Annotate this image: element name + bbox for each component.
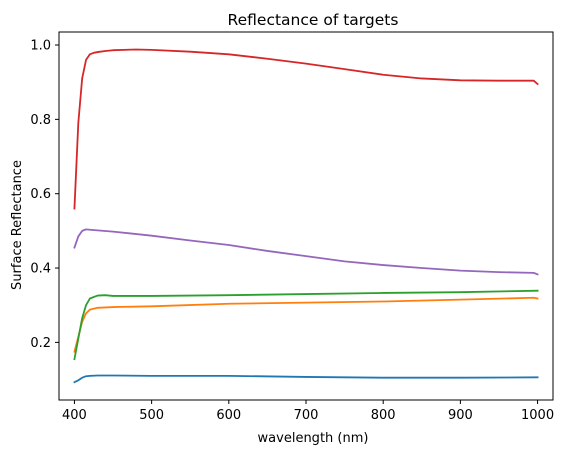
series-line-target-4 — [73, 48, 539, 210]
series-line-target-1 — [73, 374, 539, 384]
y-tick-label: 1.0 — [30, 39, 51, 54]
plot-lines — [73, 48, 539, 384]
y-axis-label: Surface Reflectance — [10, 160, 25, 290]
y-tick-label: 0.2 — [30, 336, 51, 351]
series-line-target-2 — [73, 296, 539, 353]
x-tick-label: 700 — [294, 408, 319, 423]
chart-title: Reflectance of targets — [228, 11, 399, 29]
x-axis-label: wavelength (nm) — [258, 431, 369, 446]
x-tick-label: 800 — [371, 408, 396, 423]
y-tick-label: 0.8 — [30, 113, 51, 128]
y-tick-label: 0.6 — [30, 187, 51, 202]
series-line-target-3 — [73, 289, 539, 361]
y-tick-label: 0.4 — [30, 262, 51, 277]
x-tick-label: 400 — [62, 408, 87, 423]
x-tick-label: 1000 — [521, 408, 554, 423]
x-axis-ticks: 400 500 600 700 800 900 1000 — [62, 400, 554, 423]
series-line-target-5 — [73, 228, 539, 276]
y-axis-ticks: 0.2 0.4 0.6 0.8 1.0 — [30, 39, 59, 351]
x-tick-label: 600 — [216, 408, 241, 423]
x-tick-label: 900 — [448, 408, 473, 423]
x-tick-label: 500 — [139, 408, 164, 423]
plot-frame — [58, 31, 554, 401]
